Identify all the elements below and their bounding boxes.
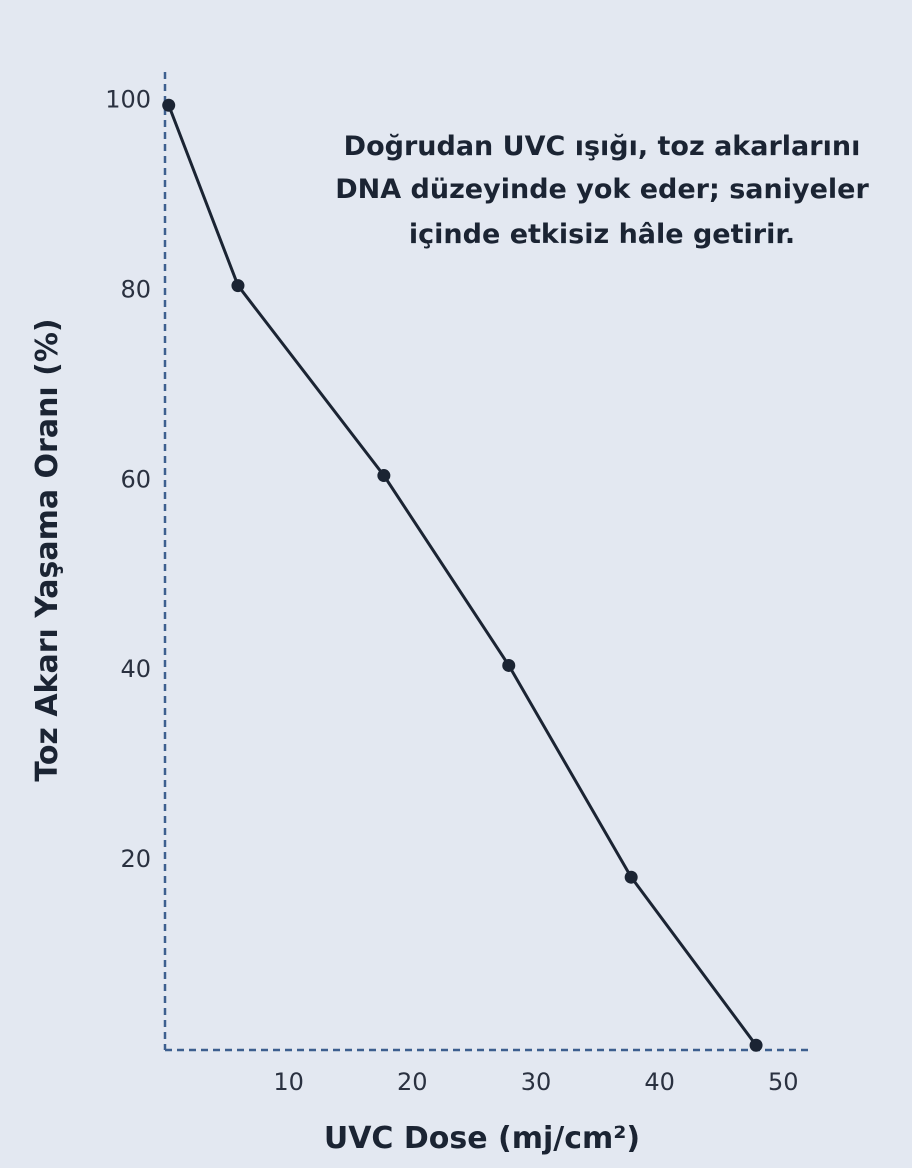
annotation-line: Doğrudan UVC ışığı, toz akarlarını — [344, 131, 861, 162]
x-tick-labels: 10 20 30 40 50 — [273, 1068, 798, 1096]
data-point — [624, 870, 638, 884]
data-point — [231, 279, 245, 293]
y-tick-label: 40 — [120, 655, 151, 683]
y-tick-label: 20 — [120, 845, 151, 873]
series-line — [167, 104, 758, 1047]
data-point — [749, 1038, 763, 1052]
annotation-line: içinde etkisiz hâle getirir. — [409, 219, 795, 250]
annotation-line: DNA düzeyinde yok eder; saniyeler — [335, 174, 869, 205]
data-point — [502, 658, 516, 672]
y-tick-label: 100 — [105, 85, 151, 113]
series-points — [162, 98, 763, 1052]
x-axis-title: UVC Dose (mj/cm²) — [324, 1121, 640, 1156]
data-point — [162, 98, 176, 112]
y-tick-label: 80 — [120, 275, 151, 303]
y-tick-labels: 100 80 60 40 20 — [105, 85, 151, 873]
x-tick-label: 20 — [397, 1068, 428, 1096]
x-tick-label: 30 — [521, 1068, 552, 1096]
x-tick-label: 50 — [768, 1068, 799, 1096]
x-tick-label: 10 — [273, 1068, 304, 1096]
y-tick-label: 60 — [120, 465, 151, 493]
x-tick-label: 40 — [644, 1068, 675, 1096]
data-point — [377, 469, 391, 483]
annotation: Doğrudan UVC ışığı, toz akarlarını DNA d… — [335, 131, 869, 250]
y-axis-title: Toz Akarı Yaşama Oranı (%) — [30, 318, 65, 781]
